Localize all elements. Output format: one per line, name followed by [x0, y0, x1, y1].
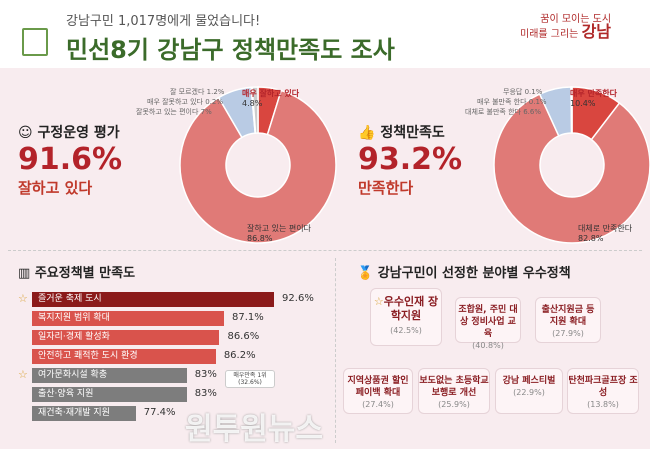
- kpi-label-text: 정책만족도: [380, 125, 445, 141]
- kpi-sub: 만족한다: [358, 179, 414, 197]
- bar: 여가문화시설 확충: [32, 368, 187, 383]
- bar: 복지지원 범위 확대: [32, 311, 224, 326]
- logo-brand: 강남: [581, 22, 612, 41]
- ranking-pct: (22.9%): [513, 388, 545, 397]
- ranking-item: 강남 페스티벌 (22.9%): [495, 368, 563, 414]
- document-icon: [22, 28, 48, 56]
- callout: 매우만족 1위 (32.6%): [225, 370, 275, 388]
- ranking-pct: (27.9%): [552, 329, 584, 338]
- bar-value-label: 86.6%: [227, 331, 260, 342]
- kpi-sub: 잘하고 있다: [18, 179, 93, 197]
- bar-value-label: 87.1%: [232, 312, 264, 323]
- bar: 재건축·재개발 지원: [32, 406, 136, 421]
- bar: 일자리·경제 활성화: [32, 330, 220, 345]
- ranking-item: 보도없는 초등학교 보행로 개선 (25.9%): [418, 368, 490, 414]
- star-icon: ☆: [18, 292, 28, 305]
- page-title: 민선8기 강남구 정책만족도 조사: [66, 36, 395, 64]
- donut1-label: 잘 모르겠다 1.2%: [170, 88, 225, 96]
- donut-slice: [493, 93, 650, 244]
- kpi-value: 93.2%: [358, 142, 463, 177]
- bar-value-label: 92.6%: [282, 293, 314, 304]
- ranking-pct: (27.4%): [362, 400, 394, 409]
- star-icon: ☆: [18, 368, 28, 381]
- donut2-label: 매우 만족한다 10.4%: [570, 89, 617, 108]
- bar: 즐거운 축제 도시: [32, 292, 275, 307]
- donut1-label: 매우 잘하고 있다 4.8%: [242, 89, 300, 108]
- smile-icon: ☺: [18, 125, 33, 141]
- header: 강남구민 1,017명에게 물었습니다! 민선8기 강남구 정책만족도 조사 꿈…: [0, 0, 650, 68]
- bar-value-label: 77.4%: [143, 407, 176, 418]
- bar-value-label: 83%: [194, 369, 217, 380]
- donut-slice: [251, 86, 259, 134]
- donut2-label: 대체로 불만족 한다 6.6%: [465, 108, 542, 116]
- ranking-name: 보도없는 초등학교 보행로 개선: [419, 376, 489, 398]
- star-icon: ☆: [373, 295, 384, 308]
- bar-value-label: 86.2%: [223, 350, 256, 361]
- donut2-label: 매우 불만족 한다 0.1%: [477, 98, 547, 106]
- kpi-value: 91.6%: [18, 142, 123, 177]
- donut1-label: 잘못하고 있는 편이다 7%: [136, 108, 212, 116]
- ranking-item: 지역상품권 할인 페이백 확대 (27.4%): [343, 368, 413, 414]
- kpi-label: 👍 정책만족도: [358, 122, 462, 142]
- watermark: 원투원뉴스: [185, 412, 323, 447]
- ranking-item: 탄천파크골프장 조성 (13.8%): [567, 368, 639, 414]
- ranking-name: 탄천파크골프장 조성: [568, 376, 638, 398]
- ranking-pct: (13.8%): [587, 400, 619, 409]
- ranking-name: 강남 페스티벌: [502, 376, 556, 386]
- ranking-item: 출산지원금 등 지원 확대 (27.9%): [535, 297, 601, 343]
- kpi-right: 👍 정책만족도 93.2% 만족한다: [358, 122, 462, 198]
- logo-line: 미래를 그리는: [520, 29, 579, 40]
- ranking-item: 조합원, 주민 대상 정비사업 교육 (40.8%): [455, 297, 521, 350]
- ranking-name: 조합원, 주민 대상 정비사업 교육: [458, 305, 518, 339]
- ranking-pct: (40.8%): [472, 341, 504, 350]
- donut1-label: 잘하고 있는 편이다 86.8%: [247, 224, 311, 243]
- chart-icon: ▥: [18, 266, 31, 281]
- divider: [335, 258, 336, 443]
- bar: 출산·양육 지원: [32, 387, 187, 402]
- kpi-left: ☺ 구정운영 평가 91.6% 잘하고 있다: [18, 122, 122, 198]
- kpi-label-text: 구정운영 평가: [37, 125, 120, 141]
- ranking-pct: (42.5%): [390, 326, 422, 335]
- ranking-name: 지역상품권 할인 페이백 확대: [347, 376, 409, 398]
- ranking-name: 우수인재 장학지원: [383, 295, 439, 322]
- bar-section-title: ▥ 주요정책별 만족도: [18, 266, 136, 281]
- bar-value-label: 83%: [194, 388, 217, 399]
- kpi-label: ☺ 구정운영 평가: [18, 122, 122, 142]
- ranking-item: ☆우수인재 장학지원 (42.5%): [370, 288, 442, 346]
- medal-icon: 🏅: [357, 266, 374, 281]
- ranking-pct: (25.9%): [438, 400, 470, 409]
- ranking-name: 출산지원금 등 지원 확대: [541, 305, 595, 327]
- thumbs-up-icon: 👍: [358, 125, 376, 141]
- donut2-label: 대체로 만족한다 82.8%: [578, 224, 633, 243]
- donut-charts: [179, 86, 650, 244]
- donut2-label: 무응답 0.1%: [503, 88, 543, 96]
- logo-line: 꿈이 모이는 도시: [540, 14, 612, 25]
- divider: [8, 250, 642, 251]
- donut1-label: 매우 잘못하고 있다 0.2%: [147, 98, 224, 106]
- bar: 안전하고 쾌적한 도시 환경: [32, 349, 216, 364]
- ranking-title: 🏅 강남구민이 선정한 분야별 우수정책: [357, 266, 571, 281]
- subtitle: 강남구민 1,017명에게 물었습니다!: [66, 14, 261, 29]
- donut-slice: [179, 89, 337, 244]
